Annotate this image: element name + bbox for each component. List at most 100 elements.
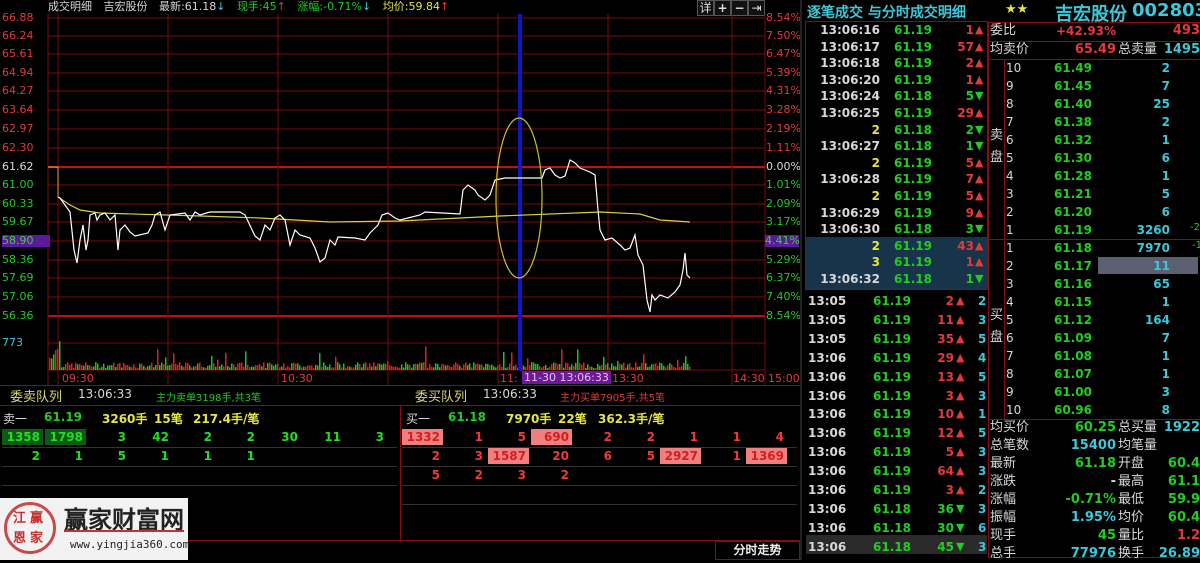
sell-level-row[interactable]: 8 61.40 25: [990, 95, 1200, 113]
volume-bar: [659, 362, 661, 370]
volume-bar: [381, 364, 383, 370]
volume-bar: [223, 366, 225, 370]
sell-level-row[interactable]: 7 61.38 2: [990, 113, 1200, 131]
buy-level-row[interactable]: 8 61.07 1: [990, 365, 1200, 383]
volume-bar: [297, 363, 299, 370]
percent-tick: 1.01%: [766, 178, 801, 191]
sell-level-row[interactable]: 4 61.28 1: [990, 167, 1200, 185]
book-level: 1: [1006, 241, 1014, 255]
avg-sell-label: 均卖价: [990, 42, 1030, 57]
tick-row: 2 61.19 5 ▲: [808, 188, 984, 204]
go-end-button[interactable]: ⇥: [748, 0, 765, 16]
tick-time: 13:06: [808, 520, 847, 535]
tick-price: 61.19: [873, 407, 911, 422]
tick-volume: 64: [937, 464, 954, 479]
percent-tick: 3.17%: [766, 215, 801, 228]
sell-level-row[interactable]: 2 61.20 6: [990, 203, 1200, 221]
buy-level-row[interactable]: 3 61.16 65: [990, 275, 1200, 293]
book-price: 61.28: [1054, 169, 1092, 183]
zoom-in-button[interactable]: +: [714, 0, 731, 16]
buy-level-row[interactable]: 6 61.09 7: [990, 329, 1200, 347]
sell-level-row[interactable]: 9 61.45 7: [990, 77, 1200, 95]
sell-level-price: 61.19: [44, 410, 82, 424]
volume-bar: [431, 366, 433, 370]
sell-level-row[interactable]: 5 61.30 6: [990, 149, 1200, 167]
arrow-up-icon: ▲: [975, 238, 984, 252]
tab-intraday[interactable]: 分时走势: [715, 541, 800, 560]
volume-bar: [539, 365, 541, 370]
volume-bar: [241, 362, 243, 370]
volume-bar: [345, 367, 347, 370]
queue-order: 42: [152, 430, 169, 444]
tick-time: 13:06:25: [820, 106, 880, 120]
book-qty: 1: [1161, 133, 1170, 147]
buy-level-row[interactable]: 10 60.96 8: [990, 401, 1200, 419]
volume-bar: [367, 366, 369, 370]
tick-time: 13:06: [808, 501, 847, 516]
price-tick: 66.88: [2, 11, 34, 24]
volume-bar: [351, 367, 353, 370]
buy-level-row[interactable]: 9 61.00 3: [990, 383, 1200, 401]
tick-volume: 1: [965, 139, 974, 154]
book-level: 10: [1006, 403, 1022, 417]
buy-level-row[interactable]: 5 61.12 164: [990, 311, 1200, 329]
stat-row: 涨幅 -0.71% 最低 59.9: [990, 491, 1200, 509]
queue-order: 1798: [45, 429, 86, 445]
volume-bar: [203, 367, 205, 370]
volume-bar: [425, 346, 427, 370]
sell-level-row[interactable]: 10 61.49 2: [990, 59, 1200, 77]
buy-level-row[interactable]: 4 61.15 1: [990, 293, 1200, 311]
arrow-down-icon: ▼: [956, 520, 965, 534]
detail-button[interactable]: 详: [697, 0, 714, 16]
divider: [402, 485, 797, 486]
volume-bar: [669, 363, 671, 370]
sell-queue-title: 委卖队列: [10, 390, 63, 405]
volume-bar: [397, 367, 399, 370]
percent-tick: 5.39%: [766, 66, 801, 79]
stat-label: 总笔数: [990, 438, 1030, 453]
tick-volume: 36: [937, 501, 954, 516]
tick-volume: 45: [937, 539, 954, 554]
stat-row: 总笔数 15400 均笔量: [990, 437, 1200, 455]
sell-level-row[interactable]: 1 61.19 3260: [990, 221, 1200, 239]
sell-level-row[interactable]: 6 61.32 1: [990, 131, 1200, 149]
time-tick: 14:30: [733, 372, 765, 385]
volume-bar: [549, 366, 551, 370]
zoom-out-button[interactable]: −: [731, 0, 748, 16]
divider: [988, 239, 1200, 240]
buy-level-row[interactable]: 7 61.08 1: [990, 347, 1200, 365]
volume-bar: [613, 365, 615, 370]
volume-bar: [113, 362, 115, 370]
queue-order: 3: [375, 430, 384, 444]
quote-box: [988, 22, 1200, 558]
queue-order: 1358: [2, 429, 43, 445]
queue-order: 2: [560, 468, 569, 482]
queue-order: 1: [732, 430, 741, 444]
sell-level-label: 卖一: [3, 412, 28, 426]
tab-trade-detail[interactable]: 成交明细: [48, 0, 92, 13]
book-price: 61.20: [1054, 205, 1092, 219]
tick-row: 13:06 61.19 64 ▲ 3: [808, 463, 986, 479]
buy-level-row[interactable]: 2 61.17 11: [990, 257, 1200, 275]
queue-order: 6: [603, 449, 612, 463]
volume-bar: [479, 364, 481, 370]
queue-order: 3: [517, 468, 526, 482]
percent-tick: 7.40%: [766, 290, 801, 303]
volume-bar: [673, 366, 675, 370]
volume-bar: [71, 363, 73, 370]
volume-bar: [469, 363, 471, 370]
tick-price: 61.19: [873, 388, 911, 403]
time-tick: 13:30: [612, 372, 644, 385]
volume-bar: [547, 367, 549, 370]
volume-bar: [305, 366, 307, 370]
percent-tick: 4.31%: [766, 84, 801, 97]
tick-count: 3: [978, 445, 987, 460]
tick-count: 1: [978, 407, 987, 422]
sell-level-row[interactable]: 3 61.21 5: [990, 185, 1200, 203]
buy-level-row[interactable]: 1 61.18 7970: [990, 239, 1200, 257]
intraday-chart[interactable]: [0, 0, 800, 385]
volume-bar: [255, 365, 257, 370]
tick-count: 2: [978, 294, 987, 308]
favorite-stars-icon[interactable]: ★★: [1005, 2, 1029, 17]
tick-volume: 2: [965, 56, 974, 71]
